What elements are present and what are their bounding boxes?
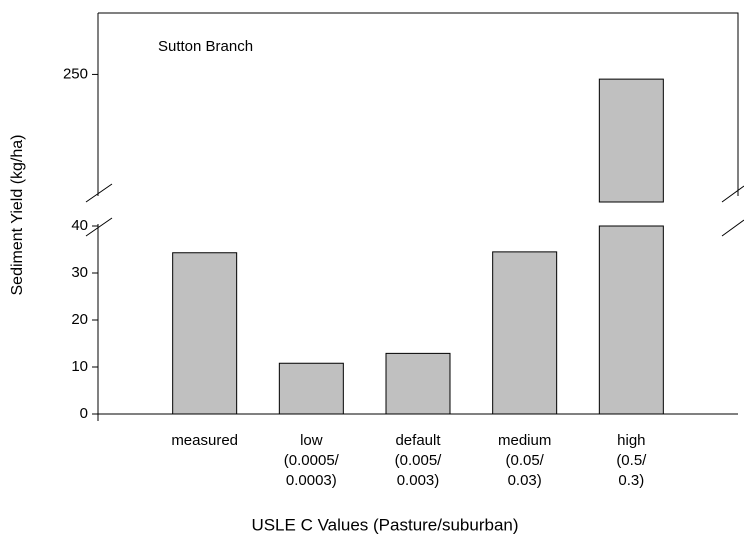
y-tick-label: 40	[71, 217, 88, 234]
axis-frame	[97, 12, 739, 421]
y-tick-label: 20	[71, 311, 88, 328]
x-tick-label: (0.05/	[505, 452, 544, 469]
annotation: Sutton Branch	[158, 38, 253, 55]
x-axis-label: USLE C Values (Pasture/suburban)	[251, 515, 518, 534]
x-tick-label: high	[617, 432, 645, 449]
bar	[172, 252, 238, 415]
y-tick-label: 10	[71, 358, 88, 375]
bar	[598, 78, 664, 415]
y-tick-label: 0	[80, 405, 88, 422]
x-tick-label: default	[395, 432, 441, 449]
x-tick-label: (0.5/	[616, 452, 647, 469]
x-tick-label: 0.03)	[508, 472, 542, 489]
x-tick-label: 0.0003)	[286, 472, 337, 489]
x-tick-label: measured	[171, 432, 238, 449]
y-tick-label: 30	[71, 264, 88, 281]
x-tick-label: (0.005/	[395, 452, 443, 469]
bar	[385, 352, 451, 415]
y-axis-label: Sediment Yield (kg/ha)	[9, 135, 26, 296]
bar	[278, 362, 344, 415]
bar	[492, 251, 558, 415]
x-tick-label: 0.3)	[618, 472, 644, 489]
x-tick-label: (0.0005/	[284, 452, 340, 469]
x-tick-label: 0.003)	[397, 472, 440, 489]
axis-break	[85, 183, 744, 237]
x-tick-label: low	[300, 432, 323, 449]
x-tick-label: medium	[498, 432, 551, 449]
y-tick-label: 250	[63, 65, 88, 82]
